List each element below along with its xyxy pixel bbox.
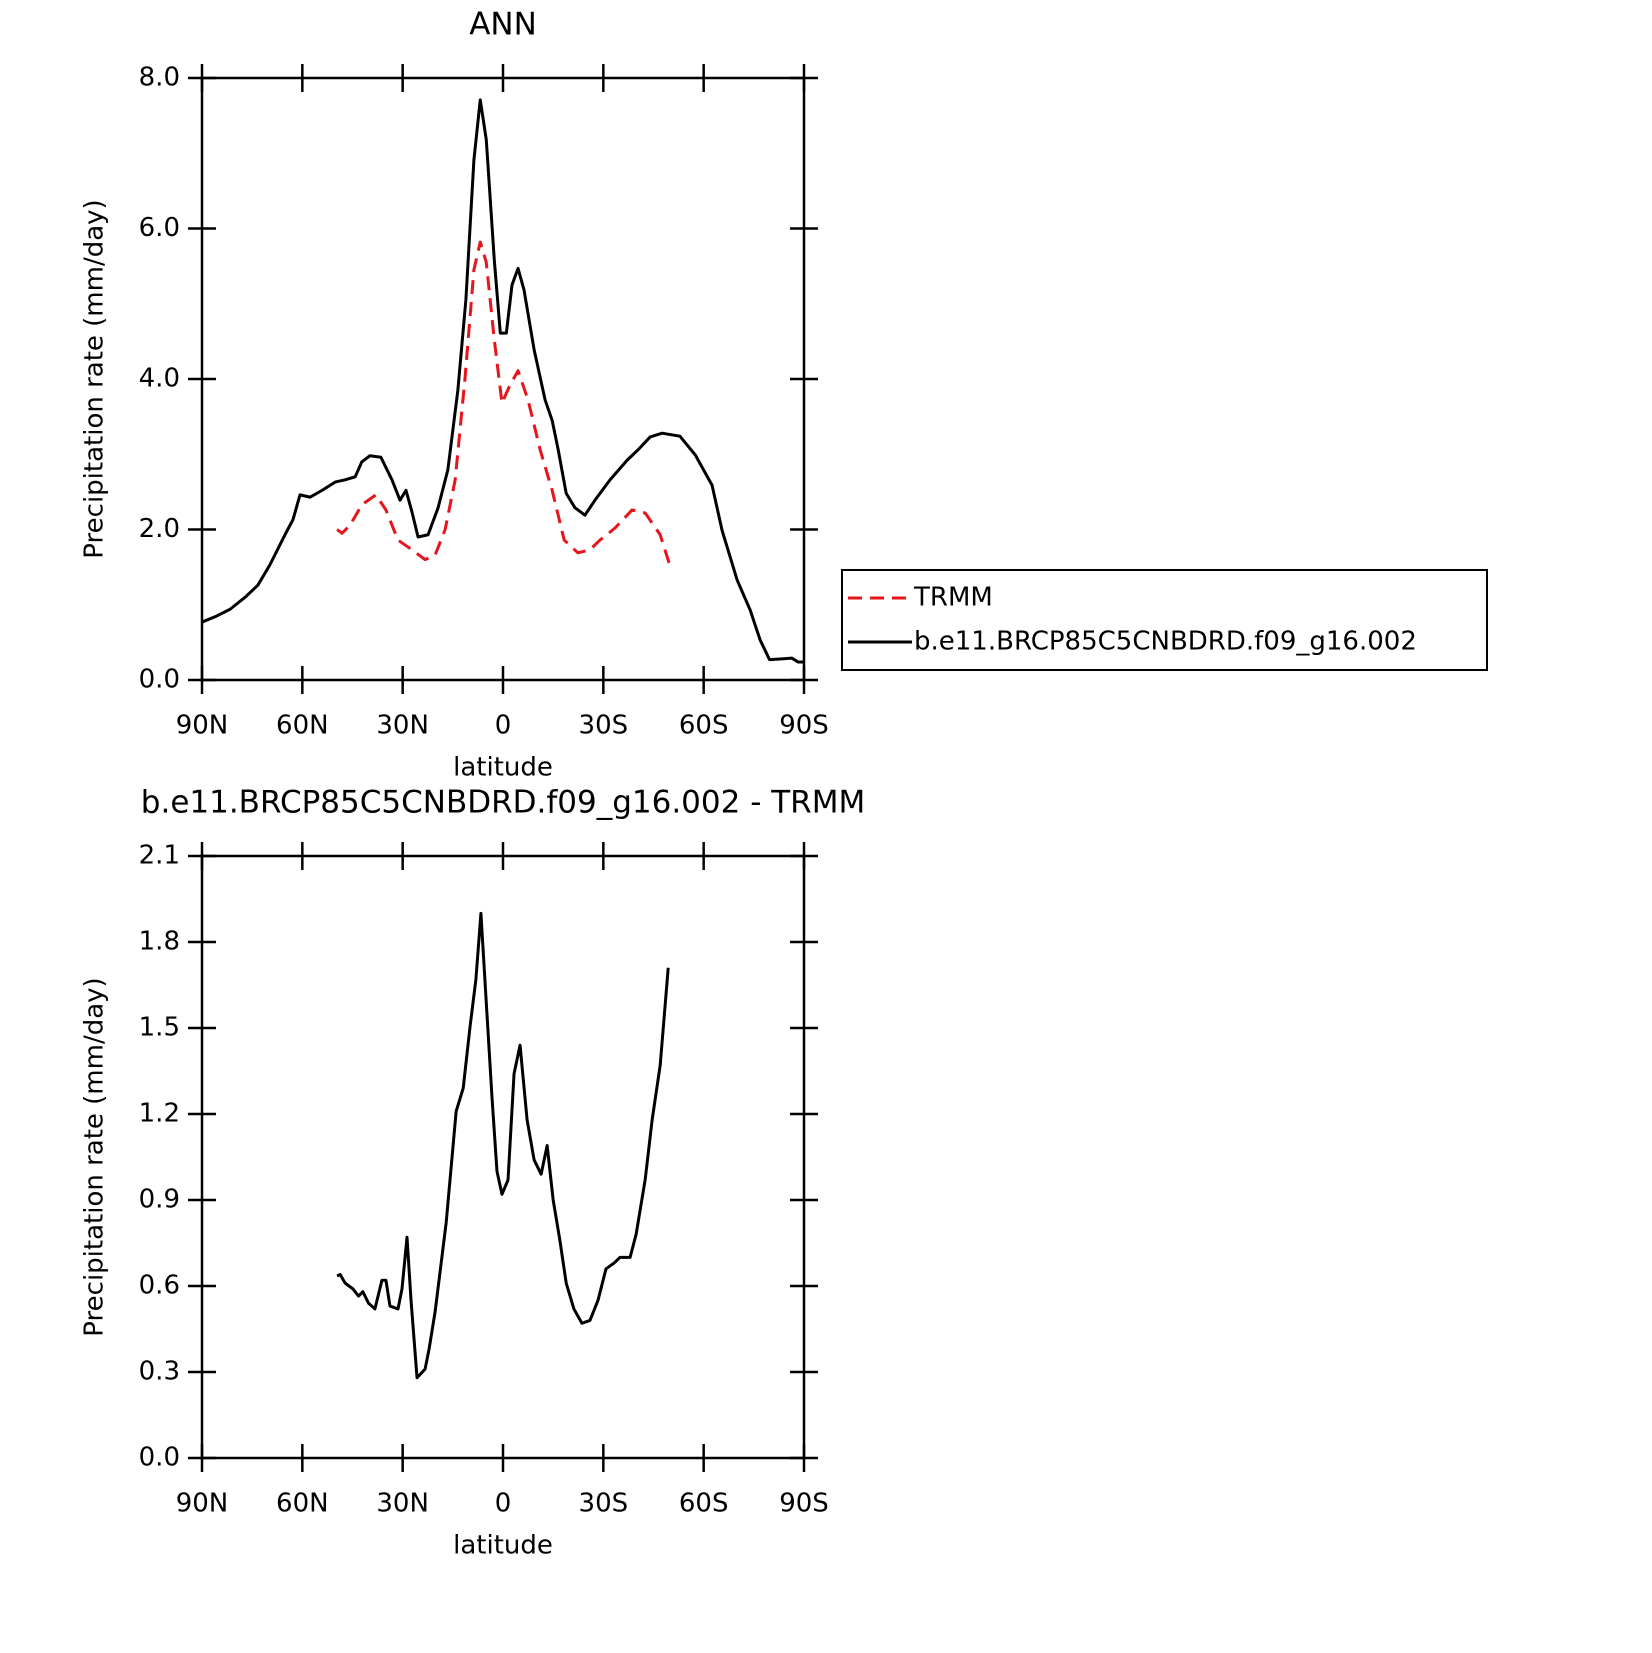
- chart-title: b.e11.BRCP85C5CNBDRD.f09_g16.002 - TRMM: [141, 785, 865, 821]
- y-tick-label: 6.0: [139, 213, 180, 243]
- x-tick-label: 60N: [276, 711, 329, 741]
- x-tick-label: 60N: [276, 1489, 329, 1519]
- y-tick-label: 0.0: [139, 1443, 180, 1473]
- x-tick-label: 90S: [779, 1489, 829, 1519]
- series-line: [201, 98, 804, 664]
- x-tick-label: 90S: [779, 711, 829, 741]
- x-axis-label: latitude: [453, 1531, 553, 1561]
- legend-box: [841, 569, 1488, 671]
- chart-title: ANN: [469, 7, 537, 43]
- x-tick-label: 60S: [679, 711, 729, 741]
- series-line: [336, 240, 671, 564]
- series-line: [336, 911, 670, 1380]
- x-tick-label: 30N: [376, 1489, 429, 1519]
- y-tick-label: 1.2: [139, 1099, 180, 1129]
- y-axis-label: Precipitation rate (mm/day): [80, 199, 110, 558]
- x-tick-label: 30S: [579, 711, 629, 741]
- plot-frame: [200, 76, 806, 682]
- plot-frame: [200, 854, 806, 1460]
- y-tick-label: 2.1: [139, 841, 180, 871]
- x-tick-label: 0: [495, 1489, 512, 1519]
- y-tick-label: 1.5: [139, 1013, 180, 1043]
- x-tick-label: 30N: [376, 711, 429, 741]
- x-axis-label: latitude: [453, 753, 553, 783]
- legend-label: TRMM: [913, 583, 993, 613]
- x-tick-label: 90N: [176, 1489, 229, 1519]
- x-tick-label: 0: [495, 711, 512, 741]
- x-tick-label: 60S: [679, 1489, 729, 1519]
- y-tick-label: 1.8: [139, 927, 180, 957]
- y-tick-label: 8.0: [139, 63, 180, 93]
- y-tick-label: 0.9: [139, 1185, 180, 1215]
- y-tick-label: 0.6: [139, 1271, 180, 1301]
- y-tick-label: 0.0: [139, 665, 180, 695]
- y-axis-label: Precipitation rate (mm/day): [80, 977, 110, 1336]
- y-tick-label: 0.3: [139, 1357, 180, 1387]
- x-tick-label: 30S: [579, 1489, 629, 1519]
- y-tick-label: 4.0: [139, 364, 180, 394]
- x-tick-label: 90N: [176, 711, 229, 741]
- legend-label: b.e11.BRCP85C5CNBDRD.f09_g16.002: [914, 627, 1417, 657]
- y-tick-label: 2.0: [139, 514, 180, 544]
